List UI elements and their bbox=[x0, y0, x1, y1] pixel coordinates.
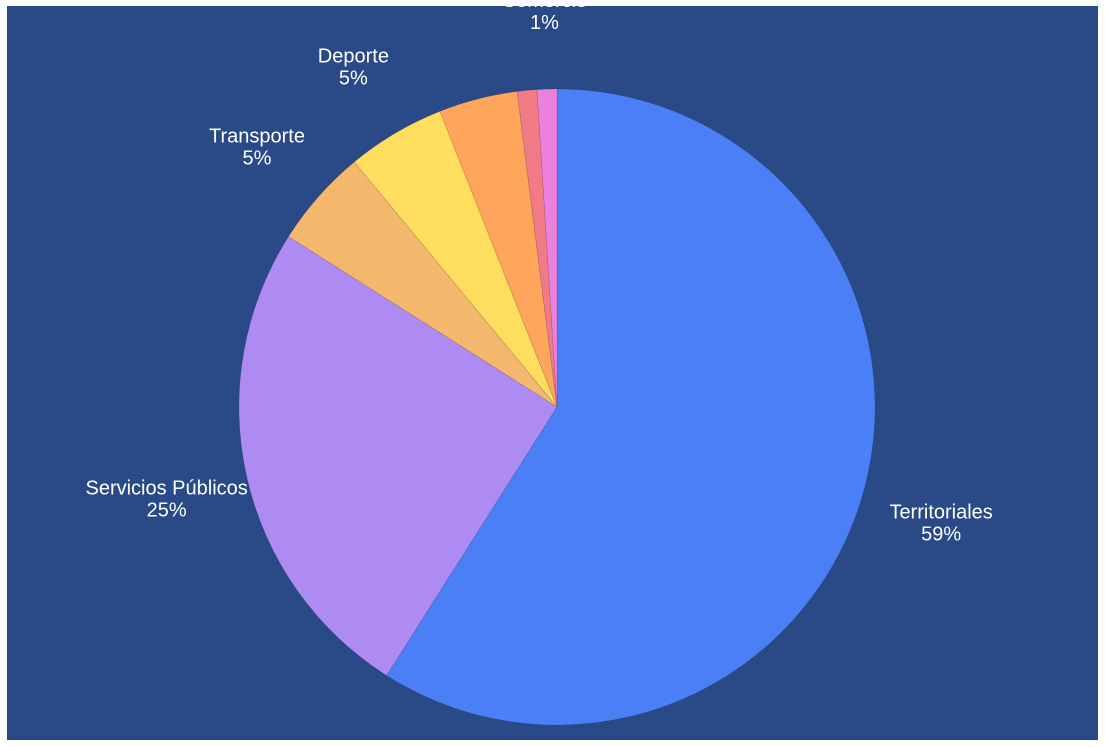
slice-label-transporte: Transporte bbox=[209, 125, 305, 147]
slice-percent-territoriales: 59% bbox=[921, 524, 961, 546]
slice-label-deporte: Deporte bbox=[318, 46, 389, 68]
pie-slice-comercio bbox=[536, 88, 558, 408]
slice-percent-deporte: 5% bbox=[339, 68, 368, 90]
slice-label-comercio: Comercio bbox=[502, 0, 588, 12]
slice-label-servicios-p-blicos: Servicios Públicos bbox=[85, 477, 247, 499]
slice-percent-transporte: 5% bbox=[243, 147, 272, 169]
pie-slices bbox=[238, 88, 876, 726]
slice-label-territoriales: Territoriales bbox=[889, 502, 992, 524]
slice-percent-servicios-p-blicos: 25% bbox=[147, 499, 187, 521]
pie-slice-deporte bbox=[353, 110, 558, 408]
pie-slice-transporte bbox=[288, 161, 558, 408]
pie-slice-unlabeled-5 bbox=[516, 89, 558, 408]
pie-slice-servicios-p-blicos bbox=[238, 236, 558, 676]
pie-slice-territoriales bbox=[386, 88, 876, 726]
slice-percent-comercio: 1% bbox=[530, 12, 559, 34]
pie-slice-unlabeled-4 bbox=[439, 91, 558, 408]
